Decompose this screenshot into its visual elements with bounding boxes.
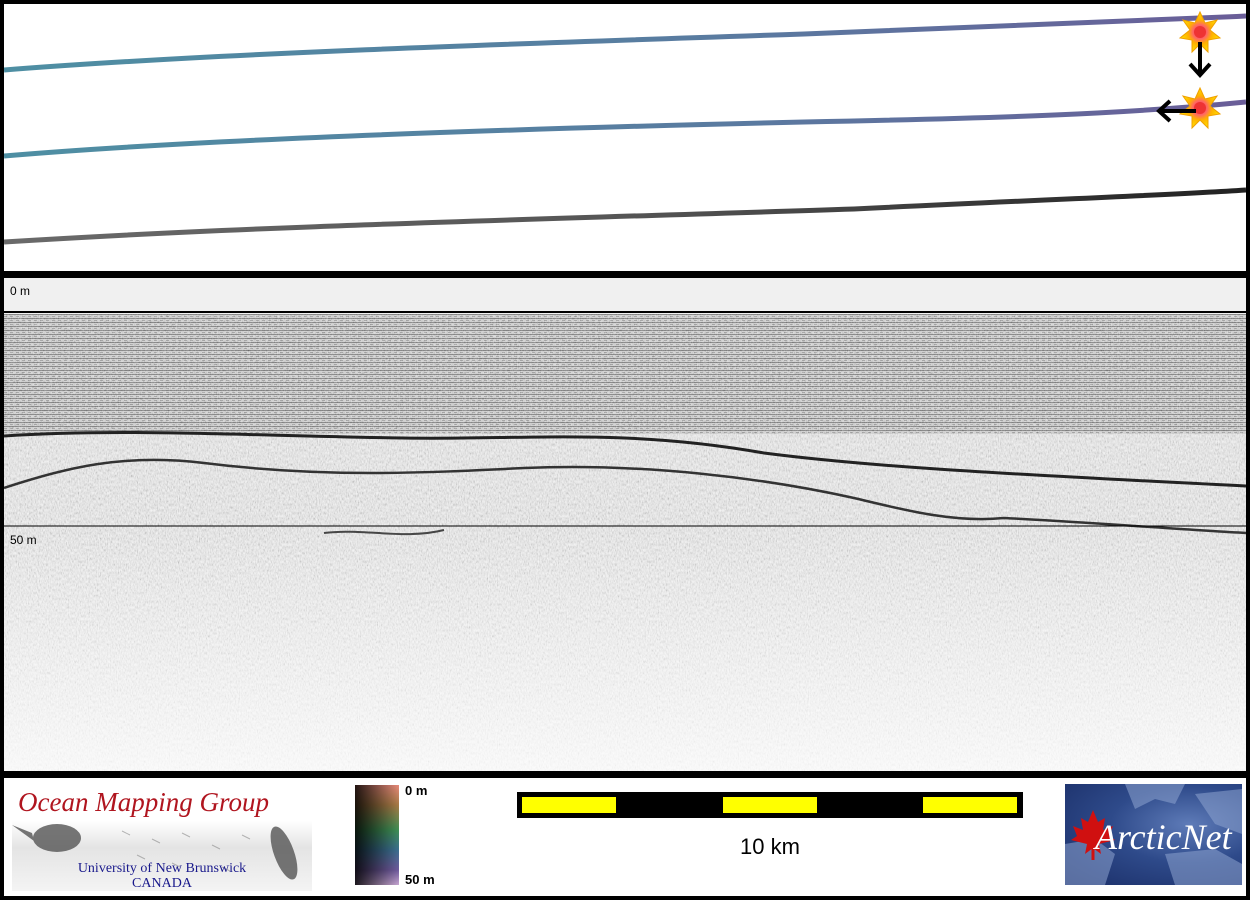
colorbar-bottom-label: 50 m xyxy=(405,872,435,887)
legend-panel: Ocean Mapping Group University of New Br… xyxy=(4,778,1246,896)
subbottom-profile xyxy=(4,278,1246,771)
logo-graphic xyxy=(12,824,298,880)
scale-bar-label: 10 km xyxy=(740,834,800,859)
subbottom-profile-panel: 0 m 50 m xyxy=(4,278,1246,771)
track-map-panel xyxy=(4,4,1246,271)
arcticnet-logo: ArcticNet xyxy=(1065,784,1242,885)
ship-track-3 xyxy=(4,187,1246,245)
arcticnet-map-graphic xyxy=(1065,784,1242,885)
ship-track-2 xyxy=(4,99,1246,159)
arrow-down-icon xyxy=(1188,42,1212,78)
sun-marker-icon xyxy=(1178,10,1222,54)
logo-country: CANADA xyxy=(132,876,192,891)
logo-title: Ocean Mapping Group xyxy=(18,787,269,817)
ocean-mapping-group-logo: Ocean Mapping Group University of New Br… xyxy=(12,783,312,891)
seabed-reflector xyxy=(4,431,1246,488)
arcticnet-logo-text: ArcticNet xyxy=(1095,817,1232,857)
subbottom-reflector xyxy=(4,458,1246,535)
depth-label-top: 0 m xyxy=(10,284,31,298)
logo-university: University of New Brunswick xyxy=(77,861,247,876)
sun-marker-icon xyxy=(1178,86,1222,130)
scale-bar xyxy=(517,792,1023,818)
track-map xyxy=(4,10,1246,245)
maple-leaf-icon xyxy=(1071,810,1115,860)
depth-colorbar xyxy=(355,785,399,885)
scale-bar-segment xyxy=(522,797,616,813)
depth-label-mid: 50 m xyxy=(10,533,37,547)
scale-bar-segment xyxy=(923,797,1017,813)
ship-track-1 xyxy=(4,13,1246,73)
colorbar-top-label: 0 m xyxy=(405,783,428,798)
arrow-left-icon xyxy=(1156,99,1196,123)
scale-bar-segment xyxy=(723,797,817,813)
